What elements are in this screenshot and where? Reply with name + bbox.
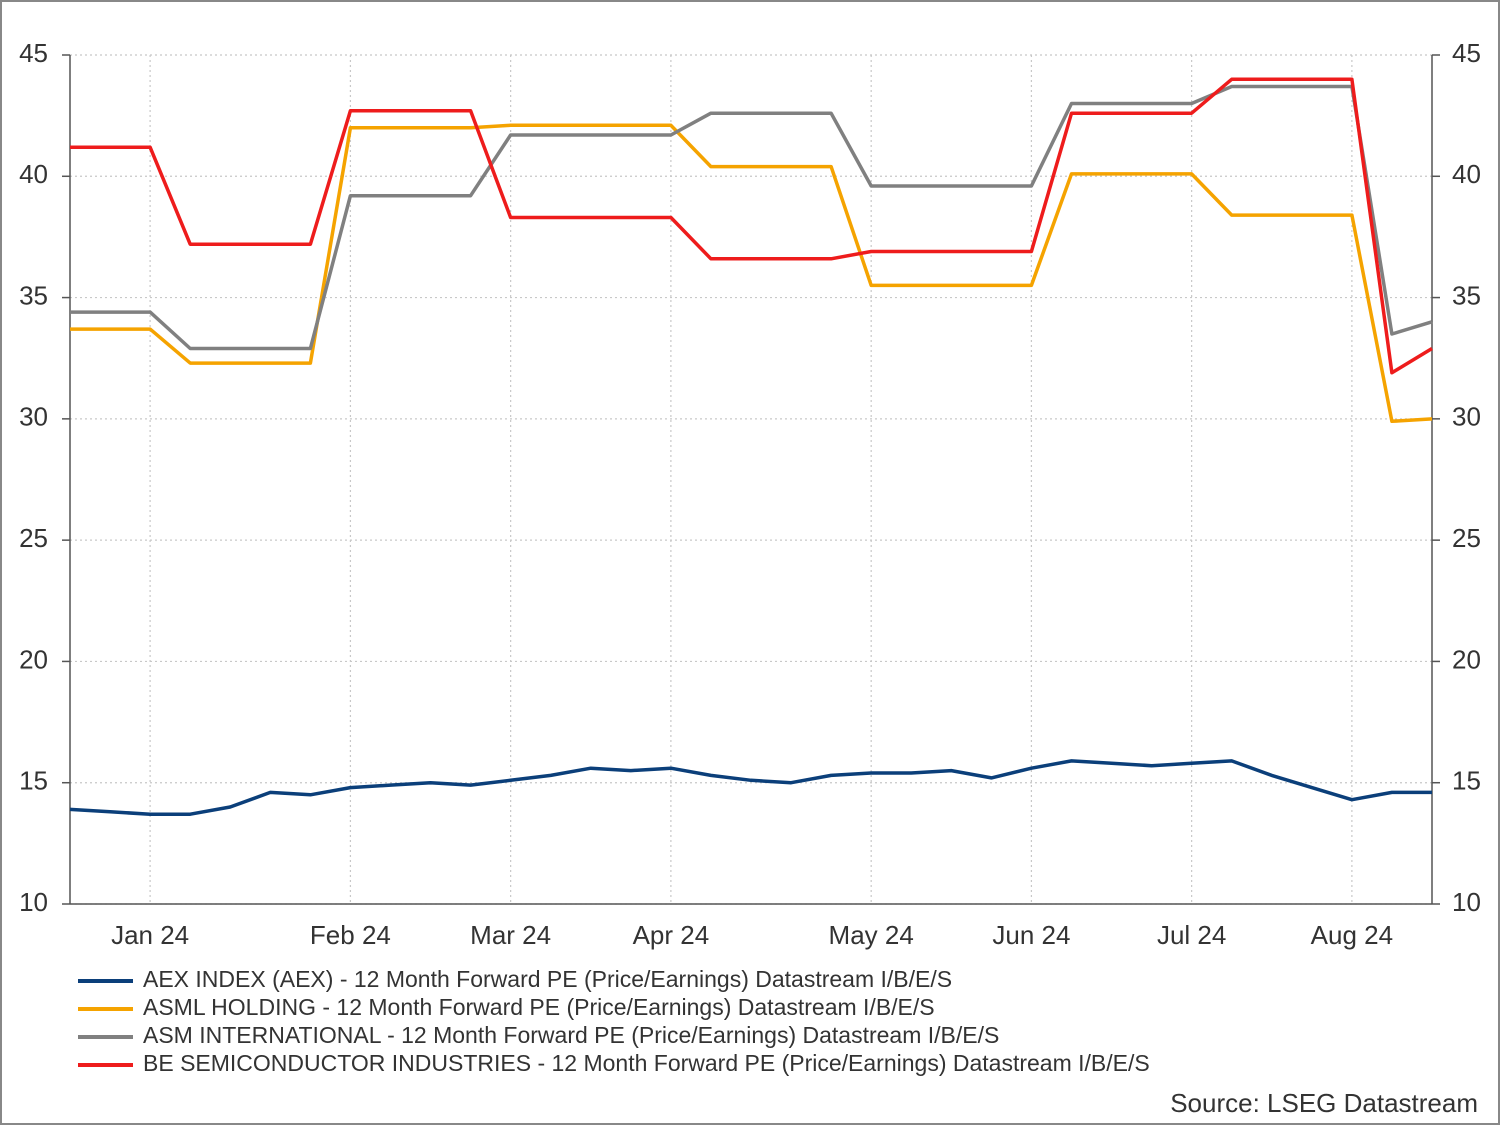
- y2-tick-label: 40: [1452, 159, 1481, 189]
- series-line: [70, 123, 1433, 424]
- legend-label: AEX INDEX (AEX) - 12 Month Forward PE (P…: [143, 966, 952, 992]
- y2-tick-label: 35: [1452, 280, 1481, 310]
- y-tick-label: 40: [19, 159, 48, 189]
- legend-label: ASM INTERNATIONAL - 12 Month Forward PE …: [143, 1022, 999, 1048]
- y-tick-label: 20: [19, 644, 48, 674]
- x-tick-label: Jun 24: [992, 920, 1070, 950]
- series-line: [70, 77, 1433, 375]
- y-tick-label: 15: [19, 766, 48, 796]
- x-tick-label: Jul 24: [1157, 920, 1226, 950]
- y-tick-label: 10: [19, 887, 48, 917]
- y2-tick-label: 20: [1452, 644, 1481, 674]
- x-tick-label: Feb 24: [310, 920, 391, 950]
- series-line: [69, 759, 1432, 816]
- y-tick-label: 35: [19, 280, 48, 310]
- y2-tick-label: 45: [1452, 38, 1481, 68]
- x-tick-label: Mar 24: [470, 920, 551, 950]
- y-tick-label: 45: [19, 38, 48, 68]
- x-tick-label: Apr 24: [633, 920, 710, 950]
- legend-label: BE SEMICONDUCTOR INDUSTRIES - 12 Month F…: [143, 1050, 1150, 1076]
- x-tick-label: May 24: [829, 920, 914, 950]
- y-tick-label: 25: [19, 523, 48, 553]
- y-tick-label: 30: [19, 402, 48, 432]
- legend-label: ASML HOLDING - 12 Month Forward PE (Pric…: [143, 994, 935, 1020]
- y2-tick-label: 15: [1452, 766, 1481, 796]
- y2-tick-label: 30: [1452, 402, 1481, 432]
- series-line: [70, 84, 1433, 351]
- y2-tick-label: 10: [1452, 887, 1481, 917]
- y2-tick-label: 25: [1452, 523, 1481, 553]
- source-note: Source: LSEG Datastream: [1170, 1088, 1478, 1118]
- x-tick-label: Jan 24: [111, 920, 189, 950]
- x-tick-label: Aug 24: [1311, 920, 1393, 950]
